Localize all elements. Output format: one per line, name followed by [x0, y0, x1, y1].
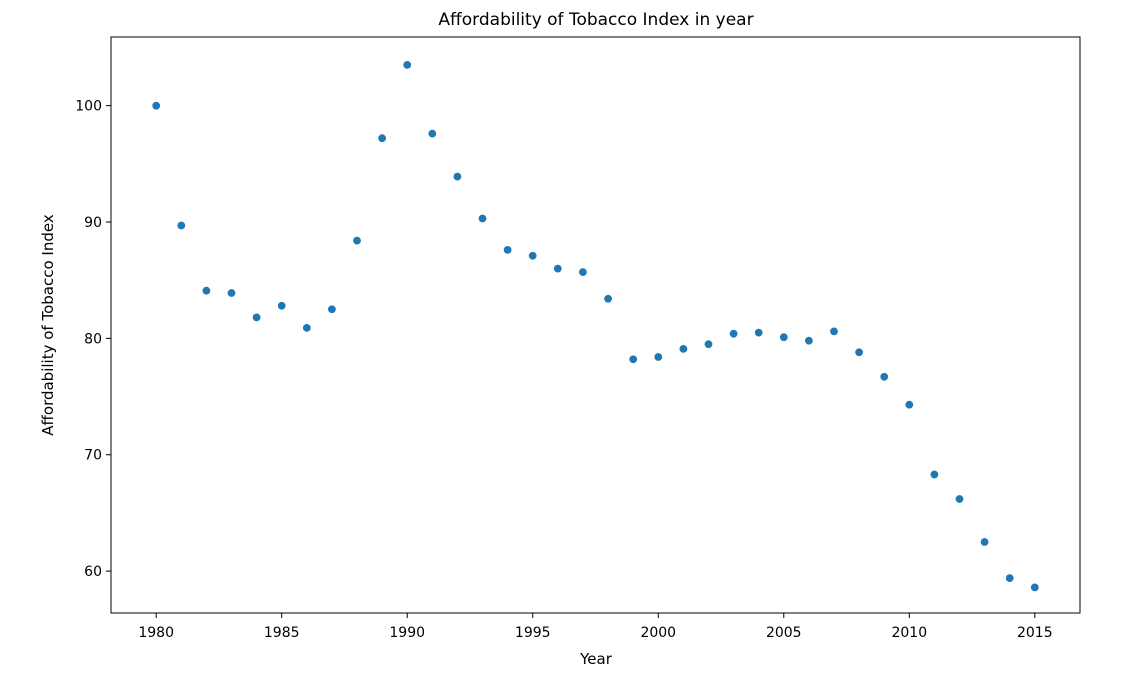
- data-point: [603, 294, 613, 304]
- data-point: [854, 347, 864, 357]
- data-point: [703, 339, 713, 349]
- data-point: [503, 245, 513, 255]
- y-axis-label: Affordability of Tobacco Index: [39, 214, 57, 436]
- x-tick-label: 1980: [138, 625, 174, 641]
- data-point: [628, 354, 638, 364]
- data-point: [929, 469, 939, 479]
- x-tick-label: 2010: [891, 625, 927, 641]
- plot-frame: [110, 36, 1081, 614]
- data-point: [227, 288, 237, 298]
- x-tick-label: 1990: [389, 625, 425, 641]
- data-point: [528, 251, 538, 261]
- data-point: [427, 129, 437, 139]
- data-point: [1005, 573, 1015, 583]
- data-point: [954, 494, 964, 504]
- data-point: [377, 133, 387, 143]
- x-axis-label: Year: [579, 650, 613, 668]
- data-point: [452, 172, 462, 182]
- x-tick-label: 2000: [640, 625, 676, 641]
- x-tick-label: 1995: [515, 625, 551, 641]
- data-point: [277, 301, 287, 311]
- x-tick-label: 1985: [264, 625, 300, 641]
- data-point: [352, 236, 362, 246]
- chart-title: Affordability of Tobacco Index in year: [438, 10, 753, 30]
- data-point: [779, 332, 789, 342]
- x-tick-label: 2015: [1017, 625, 1053, 641]
- y-axis-ticks: 60 70 80 90 100: [75, 99, 111, 580]
- y-tick-label: 80: [84, 331, 102, 347]
- data-point: [176, 221, 186, 231]
- data-points: [151, 60, 1040, 592]
- data-point: [804, 336, 814, 346]
- data-point: [252, 312, 262, 322]
- x-axis-ticks: 1980 1985 1990 1995 2000 2005 2010 2015: [138, 613, 1053, 641]
- data-point: [829, 326, 839, 336]
- data-point: [477, 214, 487, 224]
- data-point: [302, 323, 312, 333]
- data-point: [678, 344, 688, 354]
- y-tick-label: 60: [84, 564, 102, 580]
- data-point: [1030, 582, 1040, 592]
- data-point: [904, 400, 914, 410]
- y-tick-label: 100: [75, 99, 102, 115]
- data-point: [578, 267, 588, 277]
- data-point: [754, 328, 764, 338]
- y-tick-label: 90: [84, 215, 102, 231]
- x-tick-label: 2005: [766, 625, 802, 641]
- data-point: [879, 372, 889, 382]
- data-point: [980, 537, 990, 547]
- data-point: [201, 286, 211, 296]
- data-point: [729, 329, 739, 339]
- data-point: [151, 101, 161, 111]
- data-point: [327, 304, 337, 314]
- y-tick-label: 70: [84, 448, 102, 464]
- data-point: [402, 60, 412, 70]
- data-point: [653, 352, 663, 362]
- data-point: [553, 264, 563, 274]
